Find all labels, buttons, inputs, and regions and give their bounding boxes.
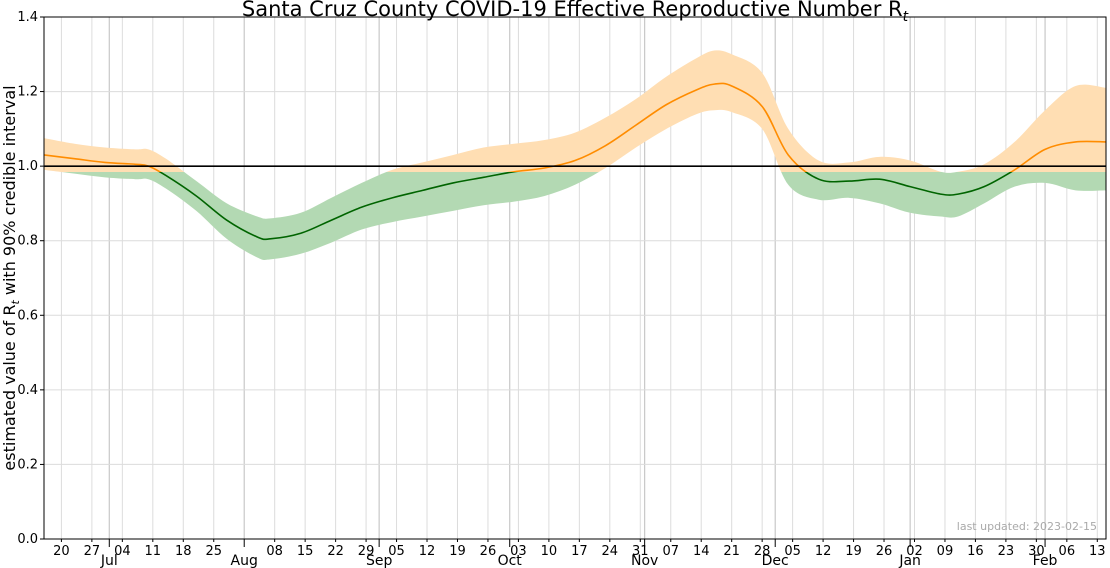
plot-frame (43, 16, 1107, 540)
x-tick-label-day: 17 (571, 544, 588, 559)
x-tick-label-day: 04 (114, 544, 131, 559)
x-tick-label-day: 13 (1089, 544, 1106, 559)
x-tick-label-month: Aug (231, 553, 258, 568)
x-tick-label-day: 29 (358, 544, 375, 559)
y-axis-label-suffix: with 90% credible interval (0, 85, 19, 300)
x-tick-label-day: 25 (205, 544, 222, 559)
x-tick-label-day: 19 (845, 544, 862, 559)
x-tick-label-month: Jan (898, 553, 921, 568)
y-tick-label: 1.0 (17, 159, 38, 174)
x-axis-ticks: 20 27 04 11 18 25 08 15 22 29 05 12 19 26 03 10 17 24 31 07… (53, 539, 1106, 568)
x-tick-label-day: 26 (480, 544, 497, 559)
x-tick-label-day: 22 (327, 544, 344, 559)
credible-interval-band-above (44, 50, 1106, 172)
x-tick-label-day: 16 (967, 544, 984, 559)
x-tick-label-day: 11 (145, 544, 162, 559)
x-tick-label-day: 12 (815, 544, 832, 559)
y-axis-label-text: estimated value of R (0, 305, 19, 471)
y-tick-label: 0.4 (17, 383, 38, 398)
x-tick-label-day: 14 (693, 544, 710, 559)
rt-line-above-threshold (44, 82, 1106, 172)
x-tick-label-day: 12 (419, 544, 436, 559)
y-tick-label: 0.6 (17, 308, 38, 323)
x-tick-label-day: 07 (662, 544, 679, 559)
x-tick-label-day: 24 (602, 544, 619, 559)
y-tick-label: 0.2 (17, 457, 38, 472)
x-tick-label-day: 26 (876, 544, 893, 559)
chart-title-text: Santa Cruz County COVID-19 Effective Rep… (242, 0, 903, 21)
chart-title: Santa Cruz County COVID-19 Effective Rep… (242, 0, 909, 25)
x-tick-label-day: 10 (541, 544, 558, 559)
x-tick-label-day: 20 (53, 544, 70, 559)
x-tick-label-day: 31 (632, 544, 649, 559)
x-tick-label-day: 28 (754, 544, 771, 559)
y-axis-label-subscript: t (9, 300, 22, 305)
y-axis-label: estimated value of Rt with 90% credible … (0, 85, 22, 470)
x-tick-label-day: 02 (906, 544, 923, 559)
x-tick-label-day: 06 (1059, 544, 1076, 559)
x-tick-label-month: Jul (100, 553, 118, 568)
y-tick-label: 1.4 (17, 10, 38, 25)
y-tick-label: 0.0 (17, 532, 38, 547)
x-tick-label-day: 15 (297, 544, 314, 559)
x-tick-label-day: 19 (449, 544, 466, 559)
y-axis-ticks: 0.0 0.2 0.4 0.6 0.8 1.0 1.2 1.4 (17, 10, 44, 547)
x-tick-label-month: Sep (366, 553, 393, 568)
x-tick-label-day: 05 (388, 544, 405, 559)
x-tick-label-month: Dec (762, 553, 789, 568)
x-tick-label-day: 03 (510, 544, 527, 559)
plot-area (44, 50, 1106, 260)
y-tick-label: 1.2 (17, 85, 38, 100)
y-tick-label: 0.8 (17, 234, 38, 249)
x-tick-label-day: 09 (937, 544, 954, 559)
x-tick-label-day: 23 (998, 544, 1015, 559)
x-tick-label-day: 21 (723, 544, 740, 559)
grid (44, 16, 1106, 540)
x-tick-label-month: Feb (1033, 553, 1058, 568)
x-tick-label-day: 05 (784, 544, 801, 559)
rt-line-below-threshold (158, 172, 1013, 241)
credible-interval-band-below (61, 172, 1106, 260)
x-tick-label-day: 27 (84, 544, 101, 559)
x-tick-label-day: 30 (1028, 544, 1045, 559)
x-tick-label-day: 18 (175, 544, 192, 559)
last-updated-note: last updated: 2023-02-15 (957, 520, 1097, 533)
x-tick-label-month: Nov (631, 553, 658, 568)
x-tick-label-day: 08 (266, 544, 283, 559)
x-tick-label-month: Oct (498, 553, 523, 568)
